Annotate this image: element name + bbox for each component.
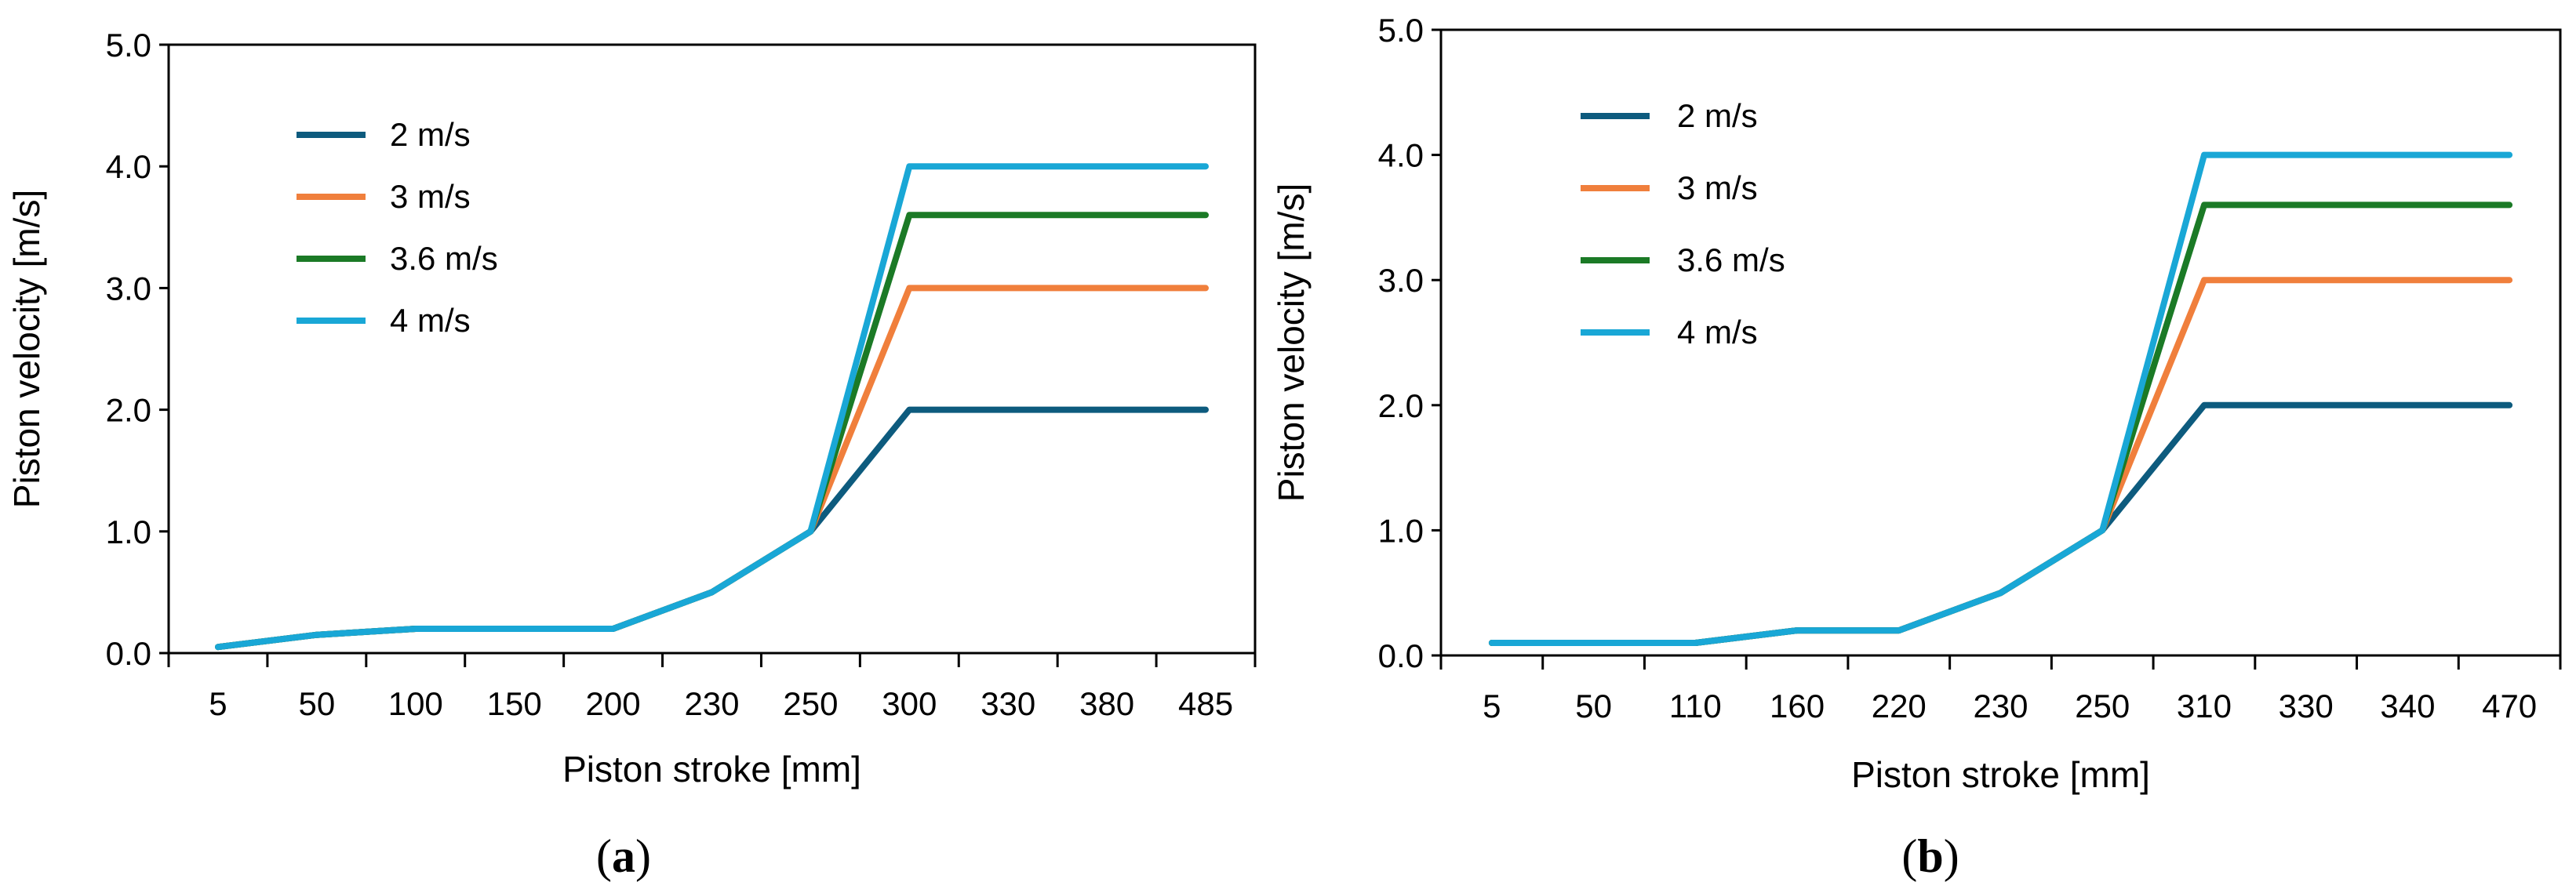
x-tick-label: 250: [783, 685, 838, 722]
x-tick-label: 380: [1079, 685, 1134, 722]
y-tick-label: 4.0: [1378, 137, 1424, 174]
panel-label-close: ): [1944, 830, 1959, 882]
x-tick-label: 160: [1770, 688, 1825, 724]
x-tick-label: 220: [1872, 688, 1927, 724]
y-axis-title: Piston velocity [m/s]: [1271, 183, 1312, 502]
series-line-4-m-sps: [215, 163, 1209, 651]
legend-label: 3 m/s: [1677, 169, 1758, 206]
legend-label: 3.6 m/s: [390, 240, 498, 277]
panel-label-close: ): [635, 830, 651, 882]
legend-label: 3.6 m/s: [1677, 241, 1785, 278]
chart-panel-a: 0.0 1.0 2.0 3.0 4.0 5.0 5 50 100 150 200 230 250 300 3…: [6, 27, 1257, 882]
x-tick-label: 5: [209, 685, 227, 722]
chart-panel-b: 0.0 1.0 2.0 3.0 4.0 5.0 5 50 110 160 220 230 250 310 3…: [1271, 12, 2562, 882]
panel-label-open: (: [1901, 830, 1917, 882]
plot-frame: [167, 43, 1257, 655]
x-tick-label: 250: [2075, 688, 2130, 724]
x-tick-label: 485: [1178, 685, 1233, 722]
y-tick-label: 3.0: [1378, 262, 1424, 299]
x-tick-label: 230: [1973, 688, 2028, 724]
panel-label-letter: a: [612, 830, 635, 882]
x-tick-label: 200: [586, 685, 641, 722]
y-tick-label: 0.0: [106, 635, 151, 672]
legend-label: 3 m/s: [390, 178, 471, 215]
legend-label: 4 m/s: [1677, 314, 1758, 350]
panel-label-letter: b: [1917, 830, 1943, 882]
y-tick-label: 4.0: [106, 148, 151, 185]
series-line-3-6-m-sps: [215, 212, 1209, 651]
y-tick-label: 5.0: [1378, 12, 1424, 49]
series-line-2-m-sps: [1488, 401, 2513, 646]
x-tick-label: 50: [299, 685, 336, 722]
x-tick-label: 300: [882, 685, 937, 722]
x-tick-label: 330: [2279, 688, 2334, 724]
x-tick-label: 330: [981, 685, 1035, 722]
y-axis-title: Piston velocity [m/s]: [6, 190, 47, 508]
panel-label: (a): [596, 830, 651, 882]
series-line-2-m-sps: [215, 406, 1209, 651]
panel-label: (b): [1901, 830, 1959, 882]
plot-frame: [1439, 28, 2562, 657]
series-line-4-m-sps: [1488, 151, 2513, 646]
x-tick-label: 110: [1669, 688, 1722, 724]
x-tick-label: 50: [1575, 688, 1612, 724]
x-tick-label: 310: [2177, 688, 2232, 724]
legend-label: 2 m/s: [1677, 97, 1758, 134]
x-tick-label: 100: [388, 685, 443, 722]
y-tick-label: 5.0: [106, 27, 151, 64]
x-tick-label: 150: [487, 685, 542, 722]
legend-label: 2 m/s: [390, 116, 471, 153]
x-tick-label: 230: [684, 685, 739, 722]
y-tick-label: 2.0: [106, 392, 151, 429]
x-tick-label: 340: [2380, 688, 2435, 724]
y-tick-label: 1.0: [1378, 512, 1424, 549]
x-tick-label: 470: [2482, 688, 2537, 724]
series-line-3-6-m-sps: [1488, 201, 2513, 646]
x-tick-label: 5: [1483, 688, 1501, 724]
y-tick-label: 0.0: [1378, 637, 1424, 674]
panel-label-open: (: [596, 830, 612, 882]
y-tick-label: 3.0: [106, 270, 151, 307]
legend-label: 4 m/s: [390, 302, 471, 339]
x-axis-title: Piston stroke [mm]: [562, 749, 861, 790]
y-tick-label: 2.0: [1378, 387, 1424, 424]
x-axis-title: Piston stroke [mm]: [1851, 754, 2150, 795]
y-tick-label: 1.0: [106, 514, 151, 550]
